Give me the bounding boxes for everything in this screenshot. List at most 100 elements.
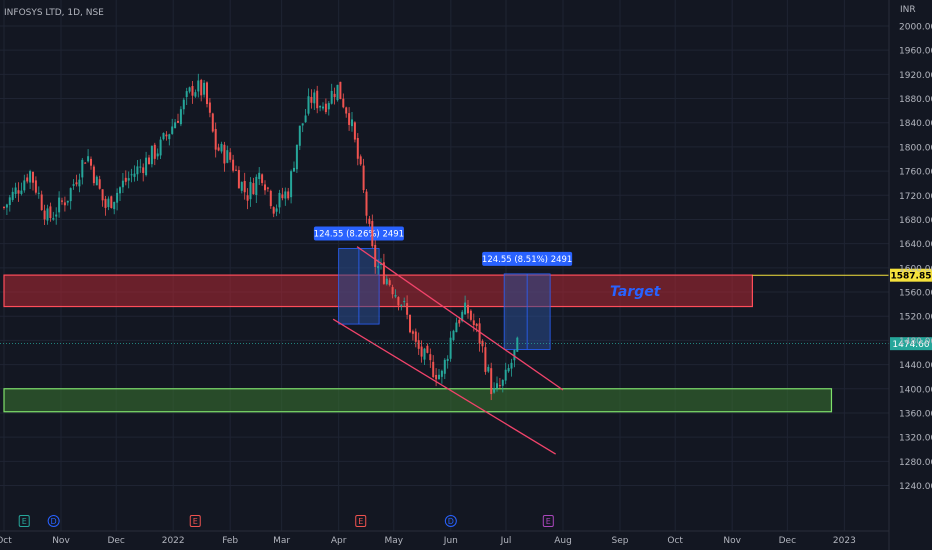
candle-body (61, 200, 63, 202)
dividend-marker[interactable] (444, 515, 457, 527)
candle-body (92, 166, 95, 184)
earnings-marker[interactable] (189, 515, 201, 527)
candle-body (377, 266, 380, 269)
candle-body (119, 187, 121, 194)
candle-body (501, 380, 504, 386)
candle-body (266, 187, 269, 189)
price-tick-label: 1240.00 (899, 482, 932, 492)
candle-body (43, 210, 46, 220)
candle-body (443, 359, 446, 374)
price-tick-label: 1480.00 (899, 337, 932, 347)
dividend-marker[interactable] (47, 515, 60, 527)
earnings-marker[interactable] (355, 515, 367, 527)
candle-body (342, 98, 345, 108)
candle-body (316, 90, 319, 109)
candle-body (365, 191, 368, 216)
candle-body (394, 295, 397, 297)
candle-body (278, 192, 281, 208)
candle-body (293, 167, 295, 172)
candle-body (75, 182, 78, 185)
candle-body (371, 220, 374, 247)
candle-body (191, 86, 194, 96)
time-axis[interactable]: Oct Nov Dec 2022 Feb Mar Apr May Jun Jul Aug Sep Oct… (0, 536, 856, 546)
candle-body (493, 388, 496, 393)
measure-label-box[interactable] (482, 251, 573, 266)
candle-body (95, 176, 98, 186)
candle-body (258, 172, 261, 180)
candle-body (243, 181, 246, 193)
candle-body (287, 191, 290, 199)
candle-body (307, 96, 310, 114)
candle-body (281, 194, 284, 199)
candle-body (159, 139, 162, 156)
candle-body (63, 202, 66, 206)
candle-body (220, 143, 223, 152)
candle-body (467, 304, 469, 314)
channel-line[interactable] (356, 246, 564, 391)
candle-body (440, 370, 443, 377)
earnings-marker[interactable] (542, 515, 554, 527)
candle-body (406, 303, 409, 315)
candle-body (472, 320, 475, 326)
candle-body (235, 169, 237, 171)
time-tick-label: May (385, 536, 404, 546)
candle-body (420, 346, 423, 357)
candle-body (208, 102, 211, 113)
channel-line[interactable] (332, 318, 556, 455)
candle-body (229, 152, 232, 160)
event-marker-letter: E (193, 517, 198, 526)
candle-body (409, 314, 411, 333)
candle-body (359, 156, 362, 165)
event-marker-letter: D (51, 517, 57, 526)
candle-body (90, 158, 92, 166)
trend-channel[interactable] (332, 246, 564, 455)
measure-label-box[interactable] (313, 226, 404, 241)
candle-body (295, 144, 298, 170)
time-tick-label: Apr (331, 536, 347, 546)
candle-body (380, 264, 382, 266)
support-zone[interactable] (3, 388, 833, 413)
candle-body (52, 218, 55, 220)
candle-body (400, 304, 403, 306)
candle-body (226, 150, 229, 163)
candle-body (487, 366, 490, 372)
event-marker-letter: E (358, 517, 363, 526)
candle-body (484, 347, 487, 372)
candle-body (255, 176, 258, 195)
price-tick-label: 1640.00 (899, 240, 932, 250)
candle-body (438, 374, 440, 380)
candle-body (72, 184, 75, 186)
candle-body (336, 84, 339, 101)
candle-body (513, 349, 516, 361)
candle-body (458, 319, 461, 324)
candle-body (481, 340, 484, 347)
event-marker-letter: D (448, 517, 454, 526)
candle-body (14, 187, 17, 194)
candle-body (194, 92, 197, 97)
candle-body (240, 182, 243, 191)
time-tick-label: Aug (554, 536, 572, 546)
price-tick-label: 1360.00 (899, 409, 932, 419)
target-zone-label: Target (610, 284, 662, 300)
symbol-title[interactable]: INFOSYS LTD, 1D, NSE (4, 8, 104, 18)
candle-body (17, 190, 20, 194)
price-tick-label: 1840.00 (899, 119, 932, 129)
candle-body (426, 345, 429, 353)
price-tick-label: 2000.00 (899, 23, 932, 33)
level-price-tag (890, 268, 932, 282)
earnings-marker[interactable] (18, 515, 30, 527)
candle-body (188, 87, 191, 92)
candle-body (113, 201, 116, 210)
measure-tools[interactable]: 124.55 (8.26%) 2491 124.55 (8.51%) 2491 (313, 226, 573, 350)
candle-body (275, 208, 278, 212)
time-tick-label: Oct (667, 536, 683, 546)
candle-body (452, 330, 455, 340)
price-axis[interactable]: 1240.00 1280.00 1320.00 1360.00 1400.00 1440.… (899, 23, 932, 493)
candle-body (348, 113, 351, 125)
candles (3, 73, 519, 401)
candle-body (5, 204, 8, 208)
price-lines: 1587.85 1474.60 (0, 268, 932, 351)
candle-body (37, 192, 40, 194)
